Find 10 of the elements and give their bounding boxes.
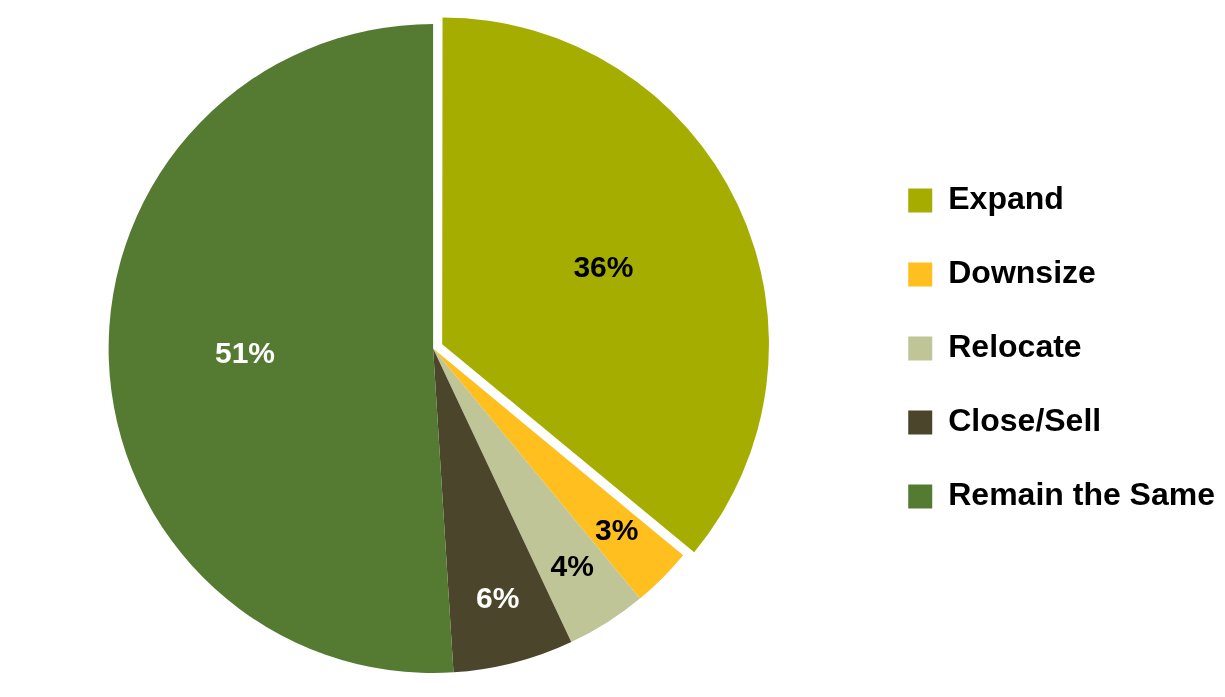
legend-label: Relocate [948, 328, 1082, 365]
data-label: 6% [476, 581, 520, 615]
legend-label: Remain the Same [948, 476, 1215, 513]
legend-label: Downsize [948, 254, 1096, 291]
data-label: 4% [550, 548, 594, 582]
legend-label: Close/Sell [948, 402, 1102, 439]
legend-label: Expand [948, 180, 1064, 217]
data-label: 51% [214, 335, 276, 369]
data-label: 36% [573, 249, 634, 283]
data-label: 3% [595, 513, 639, 547]
